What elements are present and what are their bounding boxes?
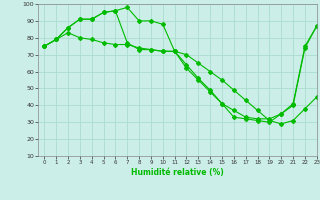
X-axis label: Humidité relative (%): Humidité relative (%) bbox=[131, 168, 224, 177]
